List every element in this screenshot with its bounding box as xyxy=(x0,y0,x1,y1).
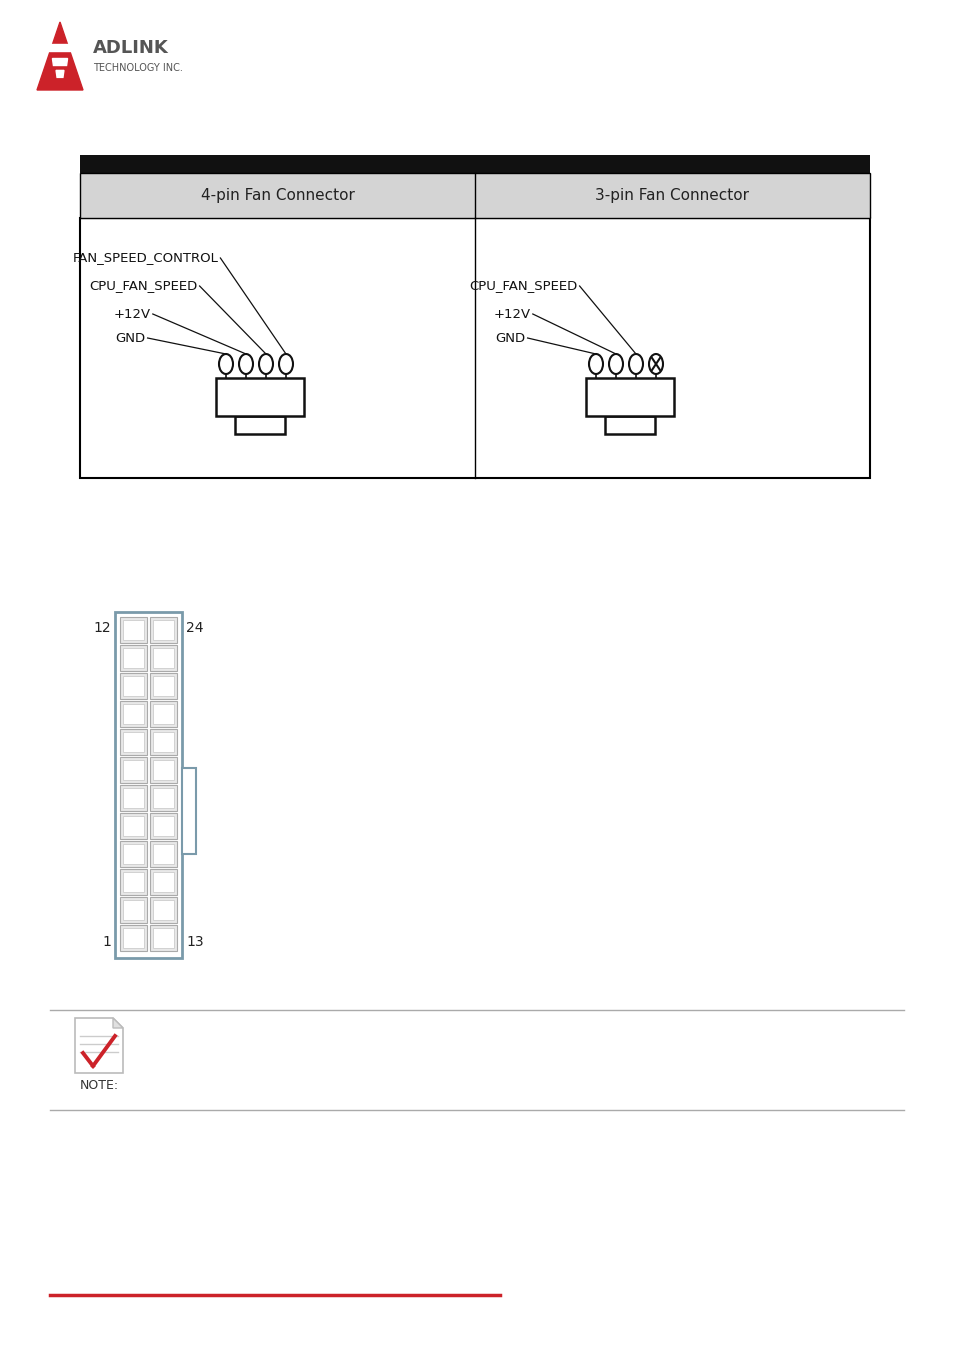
Bar xyxy=(150,700,177,727)
Bar xyxy=(150,813,177,840)
Bar xyxy=(120,925,147,950)
Polygon shape xyxy=(56,70,64,77)
Bar xyxy=(150,896,177,923)
Text: GND: GND xyxy=(495,331,525,345)
Text: TECHNOLOGY INC.: TECHNOLOGY INC. xyxy=(92,64,183,73)
Bar xyxy=(152,648,173,668)
Ellipse shape xyxy=(278,354,293,375)
Ellipse shape xyxy=(258,354,273,375)
Polygon shape xyxy=(112,1018,123,1028)
Ellipse shape xyxy=(239,354,253,375)
Text: +12V: +12V xyxy=(493,307,530,320)
Text: 12: 12 xyxy=(93,621,111,635)
Bar xyxy=(150,729,177,754)
Bar xyxy=(152,872,173,892)
Text: ADLINK: ADLINK xyxy=(92,39,169,57)
Bar xyxy=(120,786,147,811)
Bar xyxy=(150,673,177,699)
Text: 3-pin Fan Connector: 3-pin Fan Connector xyxy=(595,188,749,203)
Bar xyxy=(123,788,144,808)
Bar xyxy=(152,817,173,836)
Ellipse shape xyxy=(219,354,233,375)
Bar xyxy=(152,676,173,696)
Bar xyxy=(123,817,144,836)
Bar xyxy=(152,731,173,752)
Text: FAN_SPEED_CONTROL: FAN_SPEED_CONTROL xyxy=(72,251,218,265)
Bar xyxy=(115,612,182,959)
Bar xyxy=(120,729,147,754)
Bar xyxy=(120,841,147,867)
Bar xyxy=(123,621,144,639)
Polygon shape xyxy=(52,58,68,65)
Bar xyxy=(215,379,304,416)
Bar xyxy=(150,757,177,783)
Bar xyxy=(123,731,144,752)
Bar xyxy=(152,760,173,780)
Bar xyxy=(234,416,285,434)
Text: 13: 13 xyxy=(186,936,203,949)
Ellipse shape xyxy=(588,354,602,375)
Bar xyxy=(120,617,147,644)
Bar xyxy=(120,896,147,923)
Bar xyxy=(123,704,144,725)
Bar xyxy=(120,700,147,727)
Bar xyxy=(152,844,173,864)
Text: 4-pin Fan Connector: 4-pin Fan Connector xyxy=(200,188,355,203)
Bar xyxy=(152,788,173,808)
Polygon shape xyxy=(37,22,83,91)
Bar xyxy=(123,900,144,919)
Polygon shape xyxy=(49,45,71,51)
Bar xyxy=(120,813,147,840)
Bar xyxy=(120,645,147,671)
Text: NOTE:: NOTE: xyxy=(79,1079,118,1092)
Text: 1: 1 xyxy=(102,936,111,949)
Bar xyxy=(150,925,177,950)
Text: CPU_FAN_SPEED: CPU_FAN_SPEED xyxy=(90,280,197,292)
Bar xyxy=(150,869,177,895)
Text: +12V: +12V xyxy=(113,307,151,320)
Bar xyxy=(123,872,144,892)
Text: CPU_FAN_SPEED: CPU_FAN_SPEED xyxy=(469,280,577,292)
Bar xyxy=(80,155,869,173)
Ellipse shape xyxy=(608,354,622,375)
Bar xyxy=(604,416,655,434)
Bar xyxy=(123,648,144,668)
Bar xyxy=(585,379,673,416)
Bar xyxy=(150,786,177,811)
Text: 24: 24 xyxy=(186,621,203,635)
Bar xyxy=(123,676,144,696)
Bar xyxy=(123,844,144,864)
Polygon shape xyxy=(75,1018,123,1073)
Text: GND: GND xyxy=(115,331,146,345)
Bar xyxy=(80,218,869,479)
Bar xyxy=(152,621,173,639)
Bar xyxy=(123,760,144,780)
Bar xyxy=(120,673,147,699)
Bar xyxy=(150,617,177,644)
Ellipse shape xyxy=(648,354,662,375)
Ellipse shape xyxy=(628,354,642,375)
Bar xyxy=(182,768,195,854)
Bar xyxy=(120,757,147,783)
Bar xyxy=(123,927,144,948)
Bar xyxy=(152,704,173,725)
Bar xyxy=(80,173,869,218)
Bar xyxy=(152,900,173,919)
Bar xyxy=(152,927,173,948)
Bar xyxy=(150,841,177,867)
Bar xyxy=(150,645,177,671)
Bar xyxy=(120,869,147,895)
